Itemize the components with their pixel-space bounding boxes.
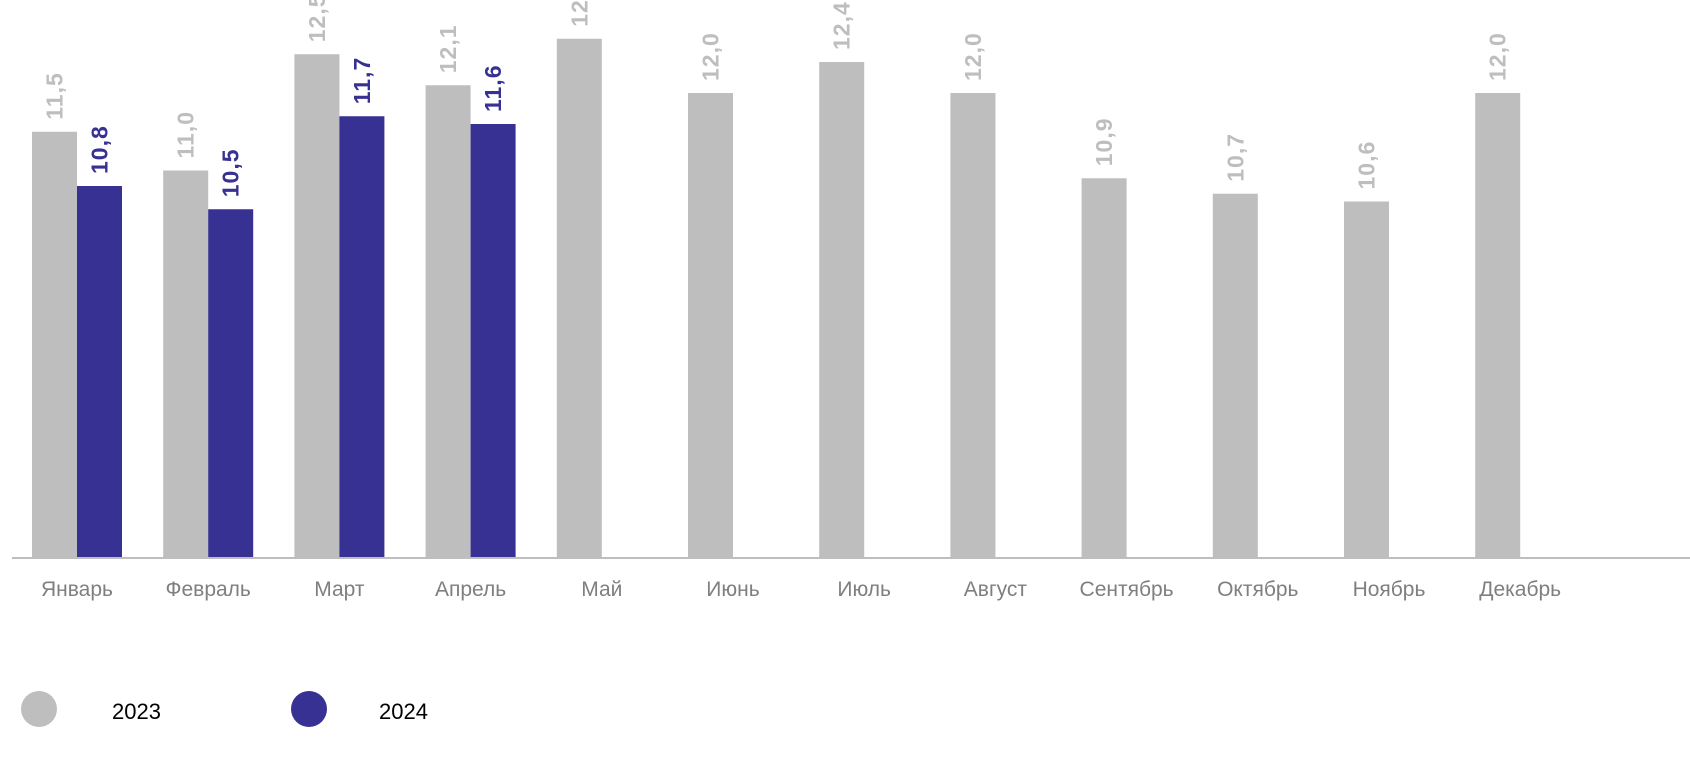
legend-item-2023: 2023: [21, 691, 161, 727]
bar-2023-10: [1212, 193, 1258, 558]
x-tick-label-1: Январь: [41, 578, 113, 601]
bar-2024-3: [339, 116, 385, 558]
value-label-2023-11: 10,6: [1354, 141, 1380, 190]
x-tick-label-10: Октябрь: [1217, 578, 1298, 601]
x-tick-label-3: Март: [314, 578, 365, 601]
value-label-2023-2: 11,0: [173, 111, 199, 159]
bar-2023-7: [819, 62, 865, 558]
legend-label-2024: 2024: [379, 699, 428, 724]
legend-item-2024: 2024: [291, 691, 428, 727]
bar-2023-11: [1344, 201, 1389, 558]
x-tick-label-12: Декабрь: [1479, 578, 1561, 601]
x-tick-label-2: Февраль: [166, 578, 251, 601]
value-label-2023-10: 10,7: [1222, 133, 1248, 182]
value-label-2023-9: 10,9: [1091, 117, 1117, 166]
value-label-2023-4: 12,1: [435, 24, 461, 73]
x-tick-label-5: Май: [581, 578, 622, 601]
x-tick-label-4: Апрель: [435, 578, 506, 601]
value-label-2023-12: 12,0: [1485, 32, 1511, 81]
value-label-2023-7: 12,4: [829, 1, 855, 50]
bar-2024-4: [470, 124, 516, 558]
value-label-2023-6: 12,0: [698, 32, 724, 81]
x-tick-labels: Январь Февраль Март Апрель Май Июнь Июль Август…: [41, 578, 1561, 601]
value-label-2024-1: 10,8: [87, 125, 113, 174]
value-label-2024-4: 11,6: [480, 65, 506, 112]
bar-2023-4: [425, 85, 471, 558]
x-tick-label-7: Июль: [837, 578, 891, 601]
value-label-2024-3: 11,7: [349, 57, 375, 105]
bar-2023-9: [1081, 178, 1127, 558]
legend-label-2023: 2023: [112, 699, 161, 724]
value-label-2023-8: 12,0: [960, 32, 986, 81]
legend: 2023 2024: [21, 691, 428, 727]
x-tick-label-8: Август: [964, 578, 1028, 601]
bar-2024-1: [77, 186, 122, 558]
x-tick-label-11: Ноябрь: [1353, 578, 1426, 601]
bar-2023-12: [1475, 93, 1521, 558]
x-tick-label-9: Сентябрь: [1080, 578, 1174, 601]
bar-2023-6: [688, 93, 733, 558]
value-label-2023-5: 12,7: [566, 0, 592, 27]
legend-marker-2024: [291, 691, 327, 727]
value-labels-layer: 11,5 10,8 11,0 10,5 12,5 11,7 12,1 11,6 12,7 12,0…: [42, 0, 1511, 197]
bars-layer: [32, 38, 1521, 558]
value-label-2023-3: 12,5: [304, 0, 330, 42]
value-label-2024-2: 10,5: [218, 148, 244, 197]
bar-2023-2: [163, 170, 209, 558]
legend-marker-2023: [21, 691, 57, 727]
bar-2023-3: [294, 54, 340, 558]
bar-2023-8: [950, 93, 996, 558]
value-label-2023-1: 11,5: [42, 72, 68, 120]
bar-2023-5: [556, 38, 602, 558]
bar-2023-1: [32, 131, 77, 558]
x-tick-label-6: Июнь: [706, 578, 759, 601]
bar-2024-2: [208, 209, 254, 558]
